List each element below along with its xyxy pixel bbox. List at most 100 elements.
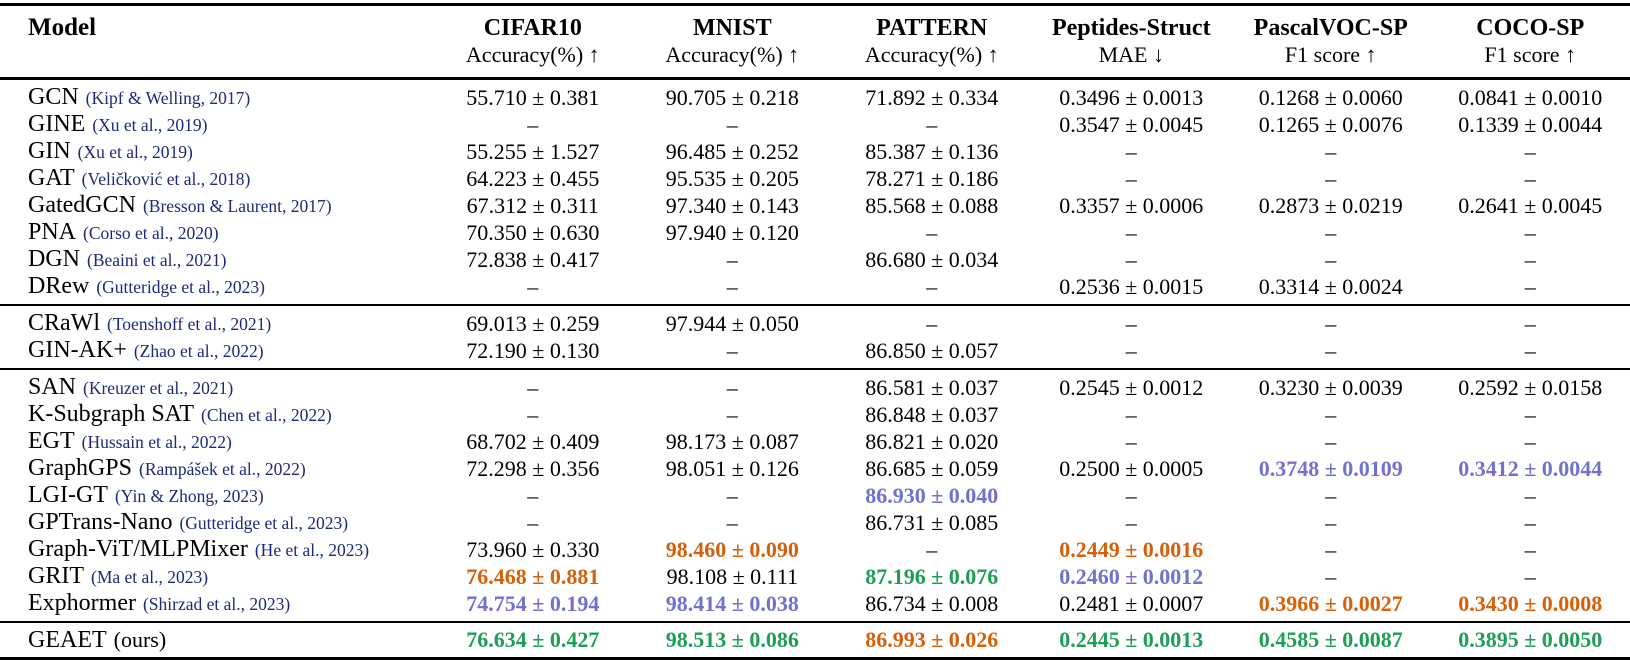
value-cell: 0.3230 ± 0.0039 [1258,374,1403,400]
model-name: PNA [28,219,77,245]
model-name: Exphormer [28,590,136,616]
model-cell: GatedGCN (Bresson & Laurent, 2017) [0,192,433,219]
model-row-graphgps: GraphGPS (Rampášek et al., 2022) 72.298 ± … [0,455,1630,482]
value-cell: 72.298 ± 0.356 [466,455,600,481]
model-row-exphormer: Exphormer (Shirzad et al., 2023) 74.754 ± … [0,590,1630,622]
model-cell: Graph-ViT/MLPMixer (He et al., 2023) [0,536,433,563]
model-name: LGI-GT [28,482,108,508]
value-cell: 98.173 ± 0.087 [665,428,799,454]
missing-value-cell: – [726,246,738,272]
missing-value-cell: – [1524,246,1536,272]
citation-link[interactable]: (Zhao et al., 2022) [133,341,264,361]
value-cell: 0.3547 ± 0.0045 [1059,111,1204,137]
missing-value-cell: – [1524,401,1536,427]
missing-value-cell: – [527,401,539,427]
model-cell: GINE (Xu et al., 2019) [0,111,433,138]
missing-value-cell: – [1125,428,1137,454]
citation-link[interactable]: (Gutteridge et al., 2023) [96,277,265,297]
citation-link[interactable]: (Gutteridge et al., 2023) [179,513,349,533]
missing-value-cell: – [1524,273,1536,299]
model-cell: GAT (Veličković et al., 2018) [0,165,433,192]
value-cell: 0.4585 ± 0.0087 [1258,627,1403,652]
model-name: GCN [28,84,79,110]
citation-link[interactable]: (Kreuzer et al., 2021) [83,378,234,398]
model-row-grit: GRIT (Ma et al., 2023) 76.468 ± 0.881 98.10… [0,563,1630,590]
benchmark-results-table: Model CIFAR10 Accuracy(%) ↑ MNIST Accuracy(… [0,3,1630,660]
citation-link[interactable]: (Chen et al., 2022) [201,405,332,425]
value-cell: 0.1265 ± 0.0076 [1258,111,1403,137]
model-cell: DRew (Gutteridge et al., 2023) [0,273,433,305]
model-row-pna: PNA (Corso et al., 2020) 70.350 ± 0.630 97.… [0,219,1630,246]
missing-value-cell: – [926,111,938,137]
model-name: GAT [28,165,75,191]
value-cell: 97.940 ± 0.120 [665,219,799,245]
citation-link[interactable]: (He et al., 2023) [254,540,370,560]
value-cell: 86.581 ± 0.037 [865,374,999,400]
missing-value-cell: – [1524,563,1536,589]
value-cell: 98.108 ± 0.111 [666,563,799,589]
citation-link[interactable]: (Kipf & Welling, 2017) [85,88,251,108]
value-cell: 69.013 ± 0.259 [466,310,600,336]
model-row-gat: GAT (Veličković et al., 2018) 64.223 ± 0.4… [0,165,1630,192]
citation-link[interactable]: (Ma et al., 2023) [91,567,209,587]
citation-link[interactable]: (Rampášek et al., 2022) [139,459,306,479]
missing-value-cell: – [527,482,539,508]
value-cell: 97.340 ± 0.143 [665,192,799,218]
dataset-metric: Accuracy(%) ↑ [465,42,600,67]
dataset-metric: MAE ↓ [1098,42,1164,67]
value-cell: 86.731 ± 0.085 [865,509,999,535]
column-header-pattern: PATTERN Accuracy(%) ↑ [832,5,1031,79]
citation-link[interactable]: (Veličković et al., 2018) [81,169,251,189]
dataset-name: COCO-SP [1476,15,1585,41]
missing-value-cell: – [926,219,938,245]
model-cell: CRaWl (Toenshoff et al., 2021) [0,305,433,337]
value-cell: 0.2500 ± 0.0005 [1059,455,1204,481]
value-cell: 0.3430 ± 0.0008 [1458,590,1603,616]
value-cell: 72.190 ± 0.130 [466,337,600,363]
missing-value-cell: – [1325,509,1337,535]
citation-link[interactable]: (Toenshoff et al., 2021) [107,314,272,334]
value-cell: 87.196 ± 0.076 [865,563,999,589]
citation-link[interactable]: (Yin & Zhong, 2023) [114,486,264,506]
value-cell: 0.2536 ± 0.0015 [1059,273,1204,299]
value-cell: 0.1268 ± 0.0060 [1258,84,1403,110]
value-cell: 86.821 ± 0.020 [865,428,999,454]
missing-value-cell: – [1325,337,1337,363]
model-row-gatedgcn: GatedGCN (Bresson & Laurent, 2017) 67.312 … [0,192,1630,219]
value-cell: 0.3412 ± 0.0044 [1458,455,1603,481]
missing-value-cell: – [726,273,738,299]
value-cell: 0.3748 ± 0.0109 [1258,455,1403,481]
missing-value-cell: – [1325,482,1337,508]
value-cell: 71.892 ± 0.334 [865,84,999,110]
model-row-lgi-gt: LGI-GT (Yin & Zhong, 2023) – – 86.930 ± 0.04… [0,482,1630,509]
citation-link[interactable]: (Bresson & Laurent, 2017) [142,196,332,216]
dataset-name: MNIST [692,15,772,41]
value-cell: 0.2873 ± 0.0219 [1258,192,1403,218]
model-name: GIN [28,138,71,164]
value-cell: 74.754 ± 0.194 [466,590,600,616]
missing-value-cell: – [1125,310,1137,336]
model-name: GraphGPS [28,455,133,481]
citation-link[interactable]: (Hussain et al., 2022) [81,432,232,452]
column-header-coco-sp: COCO-SP F1 score ↑ [1430,5,1630,79]
value-cell: 85.387 ± 0.136 [865,138,999,164]
missing-value-cell: – [1125,246,1137,272]
model-cell: GEAET (ours) [0,622,433,659]
model-row-gptrans-nano: GPTrans-Nano (Gutteridge et al., 2023) – – 8… [0,509,1630,536]
value-cell: 68.702 ± 0.409 [466,428,600,454]
value-cell: 96.485 ± 0.252 [665,138,799,164]
citation-link[interactable]: (Xu et al., 2019) [92,115,208,135]
citation-link[interactable]: (Xu et al., 2019) [77,142,193,162]
model-cell: GraphGPS (Rampášek et al., 2022) [0,455,433,482]
model-row-geaet: GEAET (ours) 76.634 ± 0.427 98.513 ± 0.086 8… [0,622,1630,659]
citation-link[interactable]: (Corso et al., 2020) [83,223,219,243]
citation-link[interactable]: (Shirzad et al., 2023) [142,594,291,614]
table-group-2: CRaWl (Toenshoff et al., 2021) 69.013 ± 0.… [0,305,1630,369]
missing-value-cell: – [926,310,938,336]
value-cell: 90.705 ± 0.218 [665,84,799,110]
missing-value-cell: – [1524,428,1536,454]
model-row-k-subgraph-sat: K-Subgraph SAT (Chen et al., 2022) – – 86.84… [0,401,1630,428]
model-name: GatedGCN [28,192,136,218]
citation-link[interactable]: (Beaini et al., 2021) [87,250,227,270]
